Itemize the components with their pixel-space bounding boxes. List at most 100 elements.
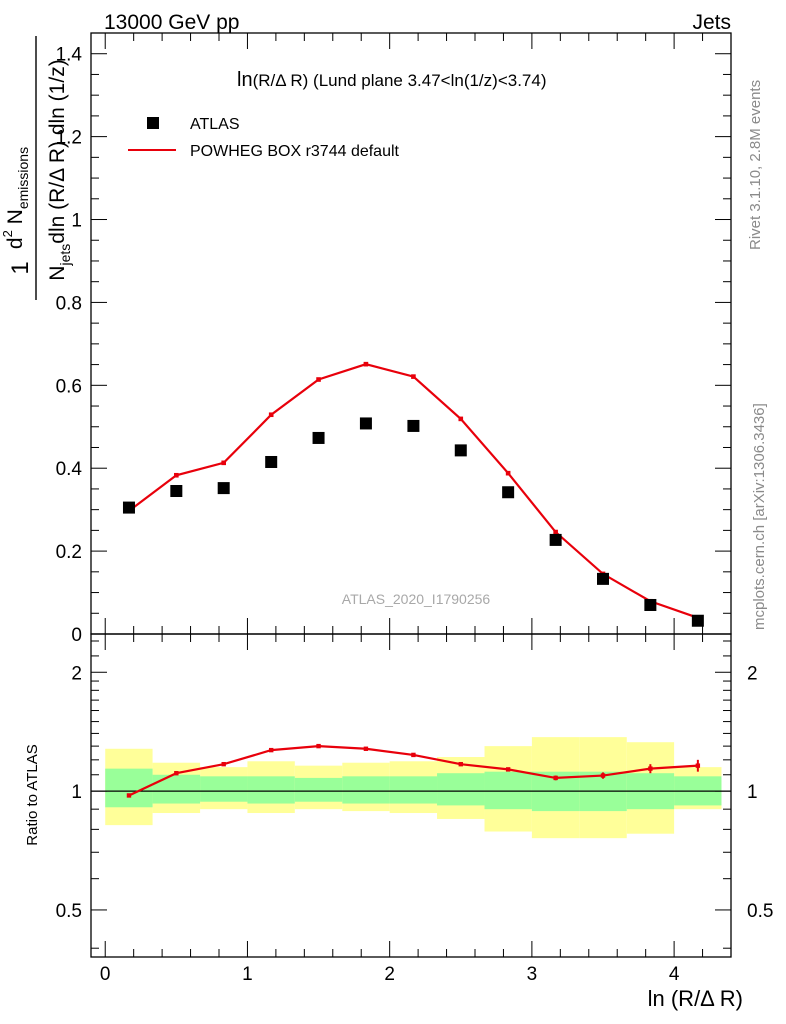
ratio-y-tick-labels: 0.5 0.5 1 1 2 2 (56, 663, 774, 922)
y-label-num-d: d (4, 237, 27, 249)
atlas-data-point-7 (454, 444, 467, 457)
atlas-data-point-2 (217, 482, 230, 495)
y-label-num-sub: emissions (15, 147, 31, 209)
atlas-data-point-9 (549, 533, 562, 546)
xtick-label-2: 2 (384, 964, 395, 985)
ratio-powheg-point-9 (553, 775, 558, 781)
main-powheg-point-6 (411, 374, 416, 379)
ratio-powheg-point-3 (268, 747, 274, 753)
ratio-powheg-point-0 (126, 793, 132, 798)
y-label-den-rest: dln (R/Δ R) dln (1/z) (46, 59, 69, 243)
ratio-band-inner-8 (484, 771, 532, 810)
ratio-powheg-point-8 (505, 767, 511, 772)
main-y-tick-labels: 0 0.2 0.4 0.6 0.8 1 1.2 1.4 (56, 45, 83, 646)
ratio-axis-ticks (91, 634, 732, 957)
main-powheg-point-5 (363, 361, 369, 367)
ratio-band-inner-1 (152, 774, 201, 804)
xtick-label-0: 0 (100, 964, 111, 985)
main-ytick-label-3: 0.6 (56, 376, 82, 397)
panel-title-small: (R/Δ R) (253, 71, 309, 90)
xtick-label-3: 3 (527, 964, 538, 985)
x-tick-labels: 0 1 2 3 4 (100, 964, 680, 985)
ratio-powheg-point-5 (363, 746, 369, 751)
y-label-numerator: d2 Nemissions (0, 147, 31, 249)
header-energy-label: 13000 GeV pp (104, 11, 239, 34)
mcplots-source-label: mcplots.cern.ch [arXiv:1306.3436] (751, 403, 768, 630)
ratio-powheg-point-11 (648, 766, 653, 771)
main-powheg-line (128, 363, 699, 619)
atlas-data-point-4 (312, 431, 325, 444)
main-ytick-label-0: 0 (71, 625, 82, 646)
atlas-data-point-11 (644, 598, 657, 611)
ratio-powheg-point-2 (221, 761, 226, 767)
main-powheg-point-4 (316, 377, 321, 382)
legend-atlas-label: ATLAS (190, 116, 240, 133)
ratio-ytick-label-left-2: 2 (71, 663, 82, 684)
ratio-band-inner-2 (200, 776, 248, 802)
header-jets-label: Jets (692, 11, 731, 34)
legend: ATLAS POWHEG BOX r3744 default (128, 116, 400, 160)
atlas-data-point-0 (122, 501, 135, 514)
analysis-watermark: ATLAS_2020_I1790256 (342, 591, 491, 607)
main-powheg-point-8 (505, 470, 511, 476)
x-axis-label: ln (R/Δ R) (648, 986, 743, 1011)
panel-title-main: ln (237, 69, 253, 91)
main-ytick-label-5: 1 (71, 211, 82, 232)
ratio-ytick-label-right-2: 2 (747, 663, 758, 684)
ratio-band-inner-6 (389, 776, 438, 804)
ratio-band-inner-7 (437, 773, 485, 806)
ratio-plot-frame (90, 633, 732, 958)
panel-title: ln(R/Δ R) (Lund plane 3.47<ln(1/z)<3.74) (237, 69, 547, 91)
ratio-series-group (126, 743, 701, 798)
main-powheg-point-3 (268, 412, 274, 418)
main-powheg-point-7 (458, 416, 464, 422)
y-label-den-n: N (46, 266, 69, 281)
main-ytick-label-1: 0.2 (56, 542, 82, 563)
atlas-data-point-3 (265, 455, 278, 468)
main-ytick-label-7: 1.4 (56, 45, 83, 66)
y-label-den-sub: jets (57, 244, 73, 267)
main-axis-ticks (91, 32, 732, 635)
y-label-denominator: Njetsdln (R/Δ R) dln (1/z) (46, 59, 73, 280)
y-label-num-sup: 2 (0, 230, 15, 237)
main-powheg-point-9 (553, 529, 558, 535)
main-ytick-label-2: 0.4 (56, 459, 83, 480)
xtick-label-4: 4 (669, 964, 680, 985)
atlas-data-point-10 (597, 572, 609, 585)
main-ytick-label-4: 0.8 (56, 293, 82, 314)
atlas-data-point-6 (407, 419, 420, 432)
rivet-version-label: Rivet 3.1.10, 2.8M events (747, 80, 764, 250)
ratio-ytick-label-right-1: 1 (747, 782, 758, 803)
ratio-powheg-point-10 (600, 773, 606, 778)
main-powheg-point-1 (174, 472, 179, 478)
main-powheg-point-2 (221, 460, 226, 466)
xtick-label-1: 1 (242, 964, 253, 985)
ratio-powheg-point-1 (174, 771, 179, 776)
ratio-band-inner-4 (294, 777, 343, 802)
legend-atlas-marker (147, 117, 159, 129)
atlas-data-point-5 (359, 417, 372, 430)
atlas-data-point-12 (691, 614, 704, 627)
atlas-data-point-8 (502, 486, 515, 499)
ratio-band-inner-5 (342, 776, 390, 804)
y-label-num-n: N (4, 209, 27, 230)
ratio-powheg-point-12 (695, 763, 701, 768)
main-series-group (122, 361, 704, 627)
main-plot-frame (90, 32, 732, 635)
ratio-powheg-point-4 (316, 743, 321, 749)
ratio-powheg-point-6 (411, 752, 416, 758)
panel-title-rest: (Lund plane 3.47<ln(1/z)<3.74) (308, 71, 546, 90)
main-y-axis-label: 1 d2 Nemissions Njetsdln (R/Δ R) dln (1/… (0, 36, 73, 300)
ratio-ytick-label-right-0: 0.5 (747, 901, 773, 922)
ratio-band-inner-3 (247, 776, 295, 804)
ratio-y-axis-label: Ratio to ATLAS (24, 744, 41, 845)
ratio-ytick-label-left-1: 1 (71, 782, 82, 803)
legend-powheg-label: POWHEG BOX r3744 default (190, 143, 400, 160)
main-ytick-label-6: 1.2 (56, 128, 82, 149)
ratio-ytick-label-left-0: 0.5 (56, 901, 82, 922)
ratio-uncertainty-bands (105, 737, 722, 839)
atlas-data-point-1 (170, 485, 183, 498)
ratio-powheg-point-7 (458, 761, 463, 767)
y-label-one: 1 (7, 261, 34, 274)
